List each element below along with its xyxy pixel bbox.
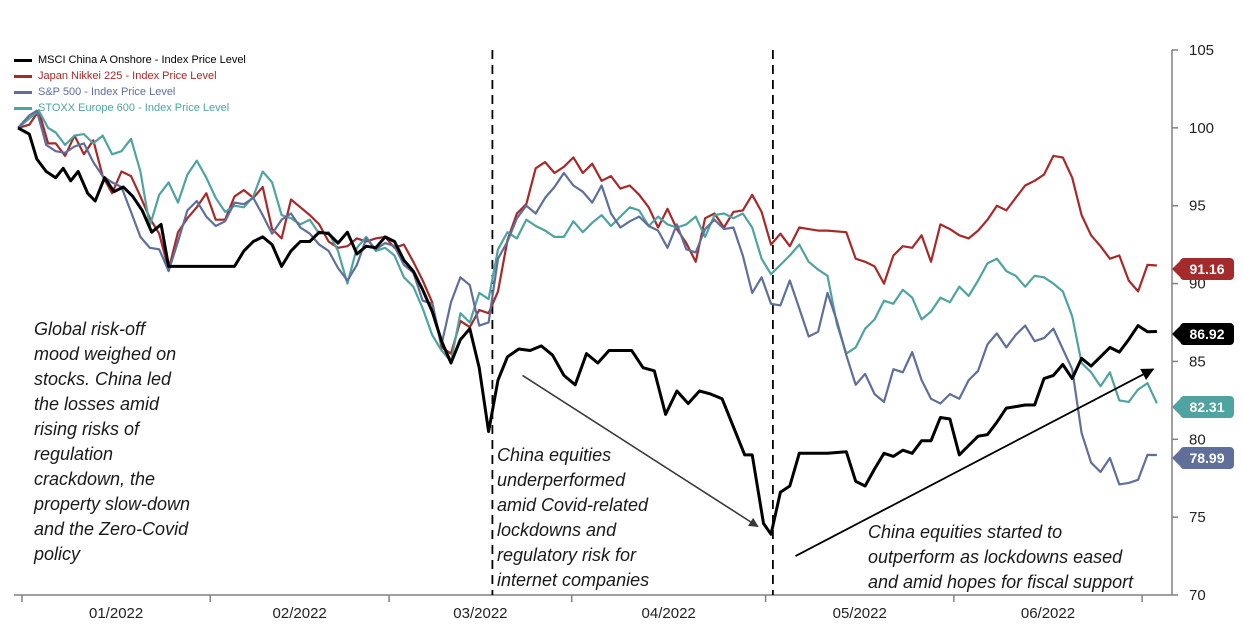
end-label-nikkei: 91.16 xyxy=(1172,258,1234,280)
chart-legend: MSCI China A Onshore - Index Price Level… xyxy=(14,52,246,116)
y-tick-label: 85 xyxy=(1189,353,1206,370)
series-line-stoxx xyxy=(17,109,1158,404)
trend-arrow-up xyxy=(795,368,1155,557)
end-label-msci-china: 86.92 xyxy=(1172,323,1234,345)
legend-swatch-msci-china xyxy=(14,58,32,62)
annotation-risk-off: Global risk-off mood weighed on stocks. … xyxy=(34,319,191,564)
series-line-sp500 xyxy=(17,109,1157,486)
legend-label-stoxx: STOXX Europe 600 - Index Price Level xyxy=(38,102,230,114)
y-tick-label: 75 xyxy=(1189,509,1206,526)
annotation-outperform: China equities started to outperform as … xyxy=(868,522,1134,592)
end-label-sp500: 78.99 xyxy=(1172,447,1234,469)
x-tick-label: 01/2022 xyxy=(89,605,143,622)
legend-item-nikkei: Japan Nikkei 225 - Index Price Level xyxy=(14,68,246,84)
y-tick-label: 95 xyxy=(1189,198,1206,215)
legend-swatch-sp500 xyxy=(14,90,32,94)
legend-item-stoxx: STOXX Europe 600 - Index Price Level xyxy=(14,100,246,116)
legend-label-msci-china: MSCI China A Onshore - Index Price Level xyxy=(38,54,246,66)
end-label-stoxx: 82.31 xyxy=(1172,396,1234,418)
x-tick-label: 06/2022 xyxy=(1021,605,1075,622)
x-tick-label: 04/2022 xyxy=(642,605,696,622)
y-tick-label: 100 xyxy=(1189,120,1214,137)
series-line-nikkei xyxy=(17,109,1157,355)
legend-item-msci-china: MSCI China A Onshore - Index Price Level xyxy=(14,52,246,68)
y-tick-label: 70 xyxy=(1189,587,1206,604)
x-tick-label: 03/2022 xyxy=(453,605,507,622)
x-tick-label: 02/2022 xyxy=(273,605,327,622)
series-line-msci-china xyxy=(17,126,1157,536)
x-tick-label: 05/2022 xyxy=(833,605,887,622)
y-tick-label: 105 xyxy=(1189,42,1214,59)
y-tick-label: 80 xyxy=(1189,431,1206,448)
legend-label-sp500: S&P 500 - Index Price Level xyxy=(38,86,176,98)
legend-swatch-nikkei xyxy=(14,74,32,78)
annotation-underperformed: China equities underperformed amid Covid… xyxy=(497,445,650,590)
legend-label-nikkei: Japan Nikkei 225 - Index Price Level xyxy=(38,70,217,82)
trend-arrow-down xyxy=(522,374,759,528)
legend-item-sp500: S&P 500 - Index Price Level xyxy=(14,84,246,100)
legend-swatch-stoxx xyxy=(14,106,32,110)
